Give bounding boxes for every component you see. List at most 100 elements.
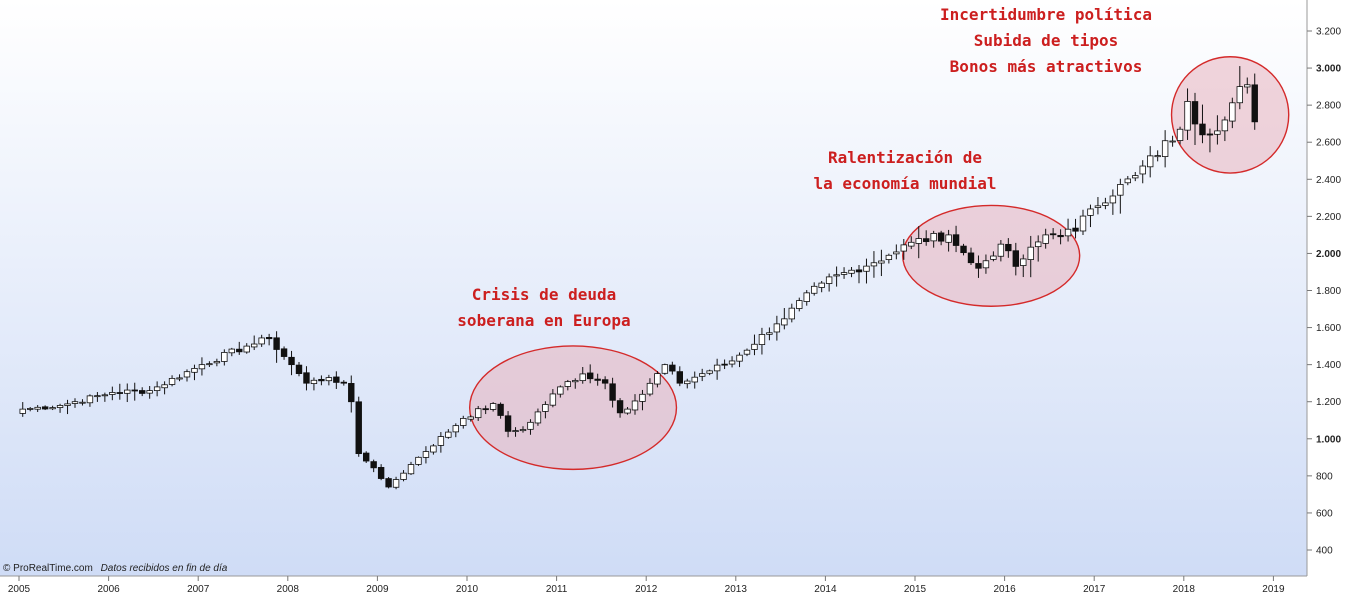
candle-body-up bbox=[908, 241, 915, 247]
candle bbox=[400, 470, 407, 482]
candle bbox=[325, 374, 333, 386]
candle-body-up bbox=[415, 456, 422, 465]
candle bbox=[870, 251, 878, 278]
candle-body-up bbox=[1147, 155, 1154, 168]
candle-body-down bbox=[236, 348, 243, 353]
candle bbox=[94, 392, 101, 402]
candle-body-up bbox=[1236, 86, 1243, 104]
candle bbox=[19, 402, 26, 417]
candle-body-up bbox=[542, 404, 549, 412]
candle-body-down bbox=[601, 379, 609, 384]
candle bbox=[967, 247, 975, 265]
candle bbox=[340, 380, 347, 386]
candle-body-up bbox=[1042, 234, 1049, 244]
annotation-line: Ralentización de bbox=[828, 148, 982, 167]
candle bbox=[392, 476, 400, 490]
candle bbox=[377, 464, 385, 481]
candle-body-up bbox=[930, 233, 937, 242]
candle bbox=[863, 258, 870, 284]
candle bbox=[86, 394, 94, 407]
candle bbox=[923, 230, 930, 246]
candle bbox=[945, 229, 952, 252]
annotation-line: Subida de tipos bbox=[974, 31, 1119, 50]
candle-body-up bbox=[519, 429, 527, 432]
candle bbox=[997, 240, 1005, 262]
candle bbox=[176, 374, 183, 382]
candle bbox=[587, 364, 594, 384]
candle-body-up bbox=[1169, 140, 1176, 143]
candle-body-up bbox=[206, 363, 213, 366]
y-axis-ticks: 400 600 800 1.000 1.200 1.400 1.600 1.800 2.000 2… bbox=[1307, 27, 1341, 557]
candle-body-down bbox=[131, 389, 138, 392]
x-tick-label: 2009 bbox=[366, 584, 389, 594]
candle-body-up bbox=[430, 445, 437, 453]
candle-body-up bbox=[71, 401, 79, 404]
annotation-line: Bonos más atractivos bbox=[950, 57, 1143, 76]
candle bbox=[504, 411, 512, 438]
candle bbox=[743, 348, 751, 357]
candle bbox=[893, 244, 900, 260]
candle bbox=[930, 230, 937, 248]
x-axis-ticks: 2005 2006 2007 2008 2009 2010 2011 2012 2013 2014… bbox=[8, 576, 1285, 594]
x-tick-label: 2006 bbox=[97, 584, 120, 594]
candle-body-down bbox=[1191, 101, 1199, 125]
candle-body-down bbox=[288, 356, 295, 366]
source-brand: © ProRealTime.com bbox=[3, 563, 93, 574]
candle bbox=[1124, 175, 1131, 186]
candle bbox=[168, 375, 176, 387]
candle bbox=[1132, 171, 1139, 182]
candle-body-up bbox=[1221, 119, 1229, 132]
candle-body-up bbox=[624, 408, 631, 414]
candle bbox=[318, 375, 325, 386]
candle-body-up bbox=[146, 390, 153, 394]
x-tick-label: 2011 bbox=[546, 584, 568, 594]
candle-body-up bbox=[86, 395, 94, 404]
candle-body-down bbox=[1199, 123, 1206, 136]
candle-body-up bbox=[1035, 241, 1042, 248]
candle bbox=[348, 375, 355, 413]
candle-body-up bbox=[1027, 246, 1034, 260]
annotation-line: la economía mundial bbox=[813, 174, 996, 193]
x-tick-label: 2010 bbox=[456, 584, 479, 594]
candle bbox=[71, 398, 79, 408]
candle-body-down bbox=[952, 234, 960, 246]
candle bbox=[1206, 128, 1214, 153]
candle bbox=[1087, 204, 1094, 228]
candle-body-up bbox=[1154, 155, 1161, 158]
candle bbox=[721, 359, 728, 370]
candle bbox=[1072, 218, 1079, 239]
candle-body-up bbox=[1117, 184, 1124, 196]
candle-body-up bbox=[452, 425, 459, 433]
candle-body-up bbox=[1064, 228, 1072, 237]
candle bbox=[900, 238, 907, 260]
candle bbox=[661, 363, 669, 375]
candle bbox=[79, 399, 86, 406]
candle-body-up bbox=[19, 408, 26, 414]
candle-body-up bbox=[579, 373, 586, 382]
candle bbox=[146, 386, 153, 399]
candle bbox=[1214, 115, 1221, 145]
candle bbox=[228, 347, 235, 357]
candle bbox=[1005, 238, 1012, 258]
candle-body-up bbox=[161, 384, 168, 389]
candle bbox=[579, 367, 586, 384]
candle-body-up bbox=[997, 243, 1005, 257]
candle-body-down bbox=[385, 478, 392, 488]
candle bbox=[213, 358, 221, 367]
candle-body-down bbox=[1057, 234, 1064, 238]
candle bbox=[706, 369, 713, 376]
x-tick-label: 2017 bbox=[1083, 584, 1106, 594]
candle-body-down bbox=[280, 348, 288, 357]
candle bbox=[415, 456, 422, 466]
candle-body-up bbox=[176, 377, 183, 380]
candle bbox=[654, 371, 661, 388]
candle bbox=[26, 406, 34, 412]
candle bbox=[497, 402, 504, 419]
candle-body-up bbox=[1087, 208, 1094, 216]
candle-body-up bbox=[713, 364, 721, 372]
y-tick-label: 400 bbox=[1316, 546, 1333, 557]
candle-body-down bbox=[362, 452, 370, 462]
candle bbox=[1102, 197, 1109, 210]
candle-body-up bbox=[489, 403, 497, 410]
candle bbox=[512, 427, 519, 437]
